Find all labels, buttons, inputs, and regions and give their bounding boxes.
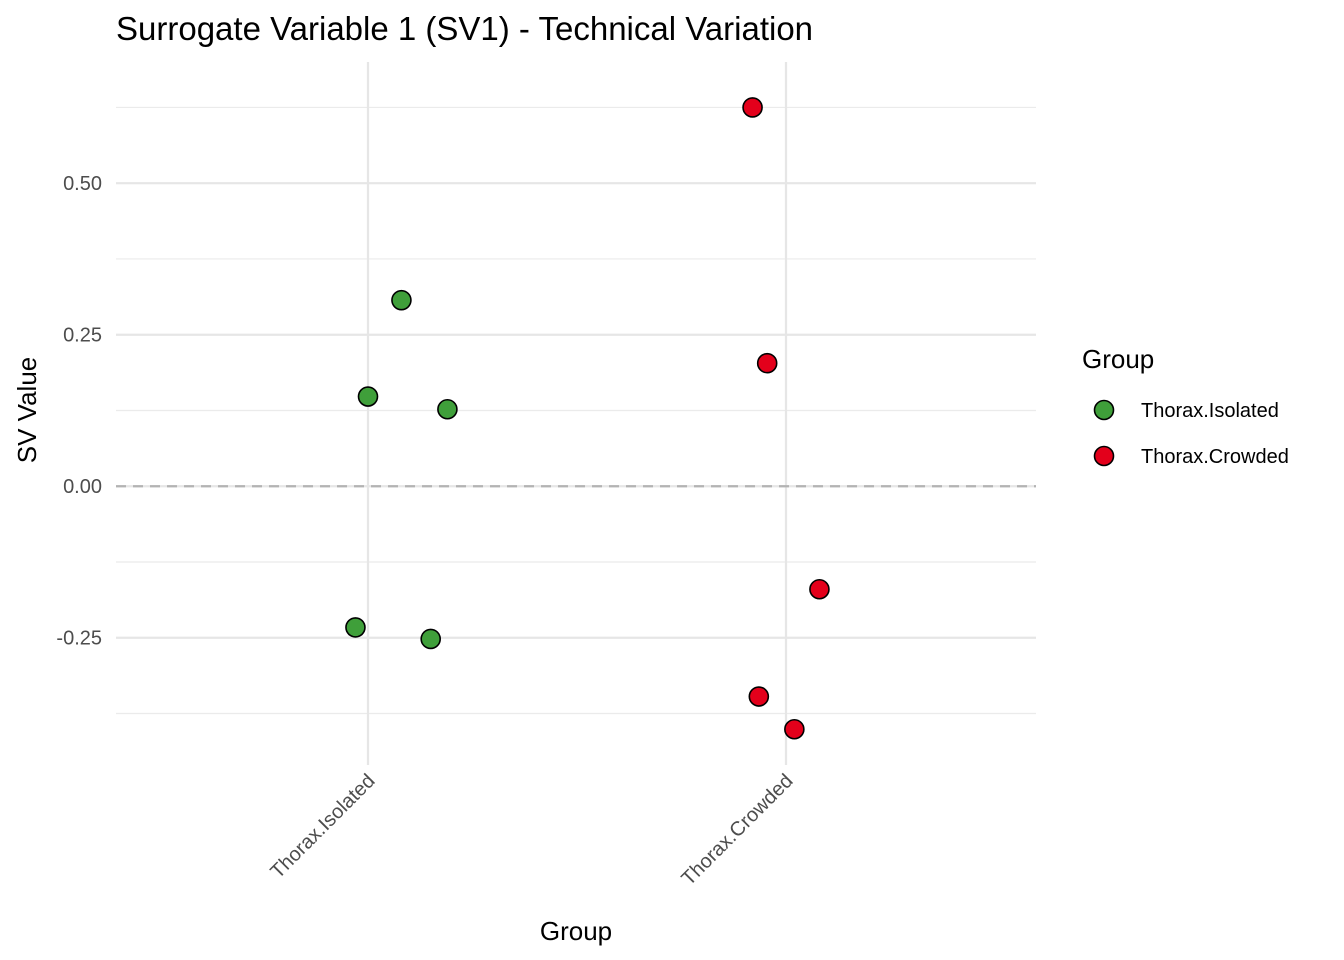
legend-label: Thorax.Isolated	[1141, 400, 1279, 422]
data-point-thorax-isolated	[357, 386, 379, 407]
data-point-thorax-crowded	[809, 578, 830, 600]
y-axis-title: SV Value	[12, 357, 42, 463]
x-tick-label: Thorax.Isolated	[266, 770, 379, 883]
chart-title: Surrogate Variable 1 (SV1) - Technical V…	[116, 10, 813, 47]
legend-key	[1093, 445, 1115, 467]
y-tick-label: -0.25	[56, 628, 102, 650]
data-point-thorax-crowded	[756, 352, 778, 374]
data-points	[345, 97, 830, 740]
grid	[116, 62, 1036, 765]
y-tick-label: 0.25	[63, 325, 102, 347]
data-point-thorax-isolated	[437, 398, 458, 420]
legend-key	[1093, 399, 1115, 421]
x-tick-label: Thorax.Crowded	[677, 770, 797, 890]
axes: -0.25 0.00 0.25 0.50 Thorax.Isolated Thorax.C…	[56, 173, 797, 890]
data-point-thorax-isolated	[345, 617, 366, 638]
data-point-thorax-crowded	[784, 718, 805, 740]
data-point-thorax-isolated	[391, 289, 412, 311]
y-tick-label: 0.50	[63, 173, 102, 195]
data-point-thorax-crowded	[742, 97, 763, 118]
x-axis-title: Group	[540, 916, 612, 946]
legend-title: Group	[1082, 344, 1154, 374]
data-point-thorax-crowded	[748, 686, 770, 707]
data-point-thorax-isolated	[420, 628, 442, 650]
legend-label: Thorax.Crowded	[1141, 446, 1289, 468]
legend: Group Thorax.Isolated Thorax.Crowded	[1082, 344, 1289, 468]
y-tick-label: 0.00	[63, 476, 102, 498]
